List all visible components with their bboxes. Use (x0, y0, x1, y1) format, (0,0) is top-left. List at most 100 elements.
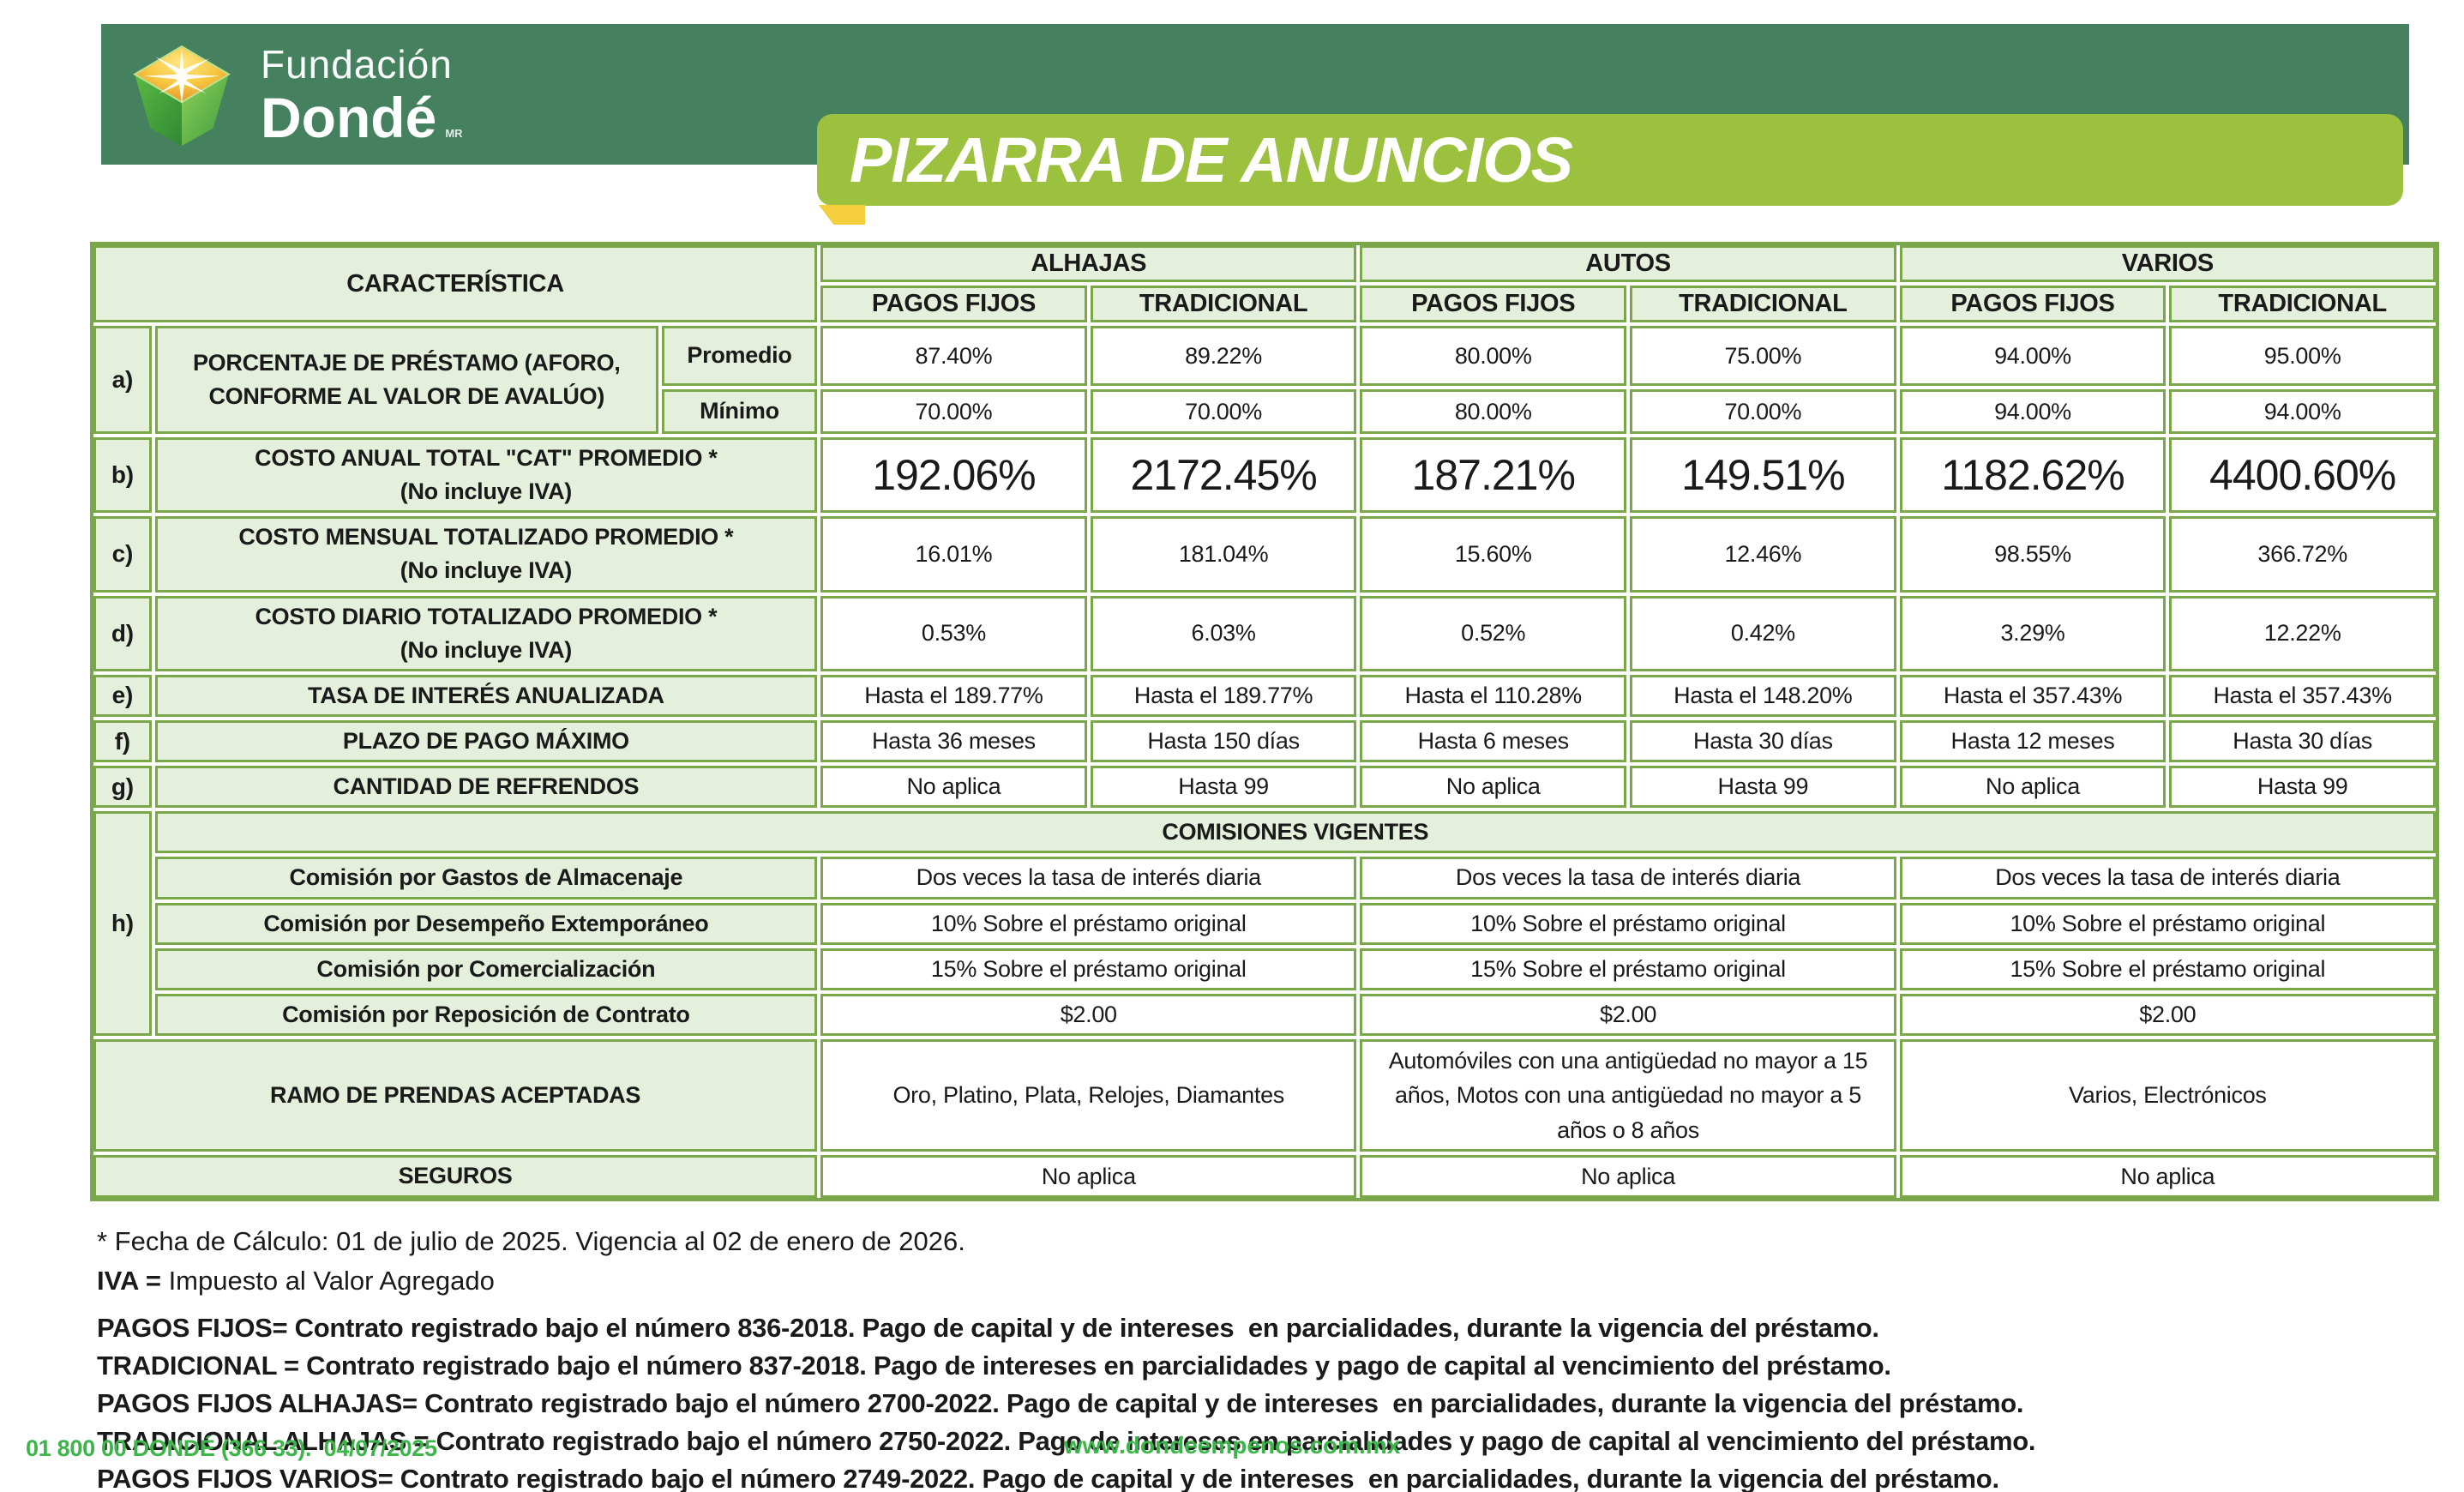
value-cell: 192.06% (820, 437, 1087, 514)
row-label-b: b) (93, 437, 152, 514)
row-label-a: a) (93, 326, 152, 434)
value-cell: No aplica (820, 1155, 1357, 1198)
value-cell: Hasta 99 (1630, 766, 1896, 809)
row-c-mensual: c) COSTO MENSUAL TOTALIZADO PROMEDIO * (… (93, 516, 2436, 593)
row-h-comisiones-header: h) COMISIONES VIGENTES (93, 811, 2436, 1036)
row-seguros: SEGUROS No aplica No aplica No aplica (93, 1155, 2436, 1198)
comision-almacenaje-label: Comisión por Gastos de Almacenaje (154, 857, 818, 899)
value-cell: $2.00 (1360, 993, 1896, 1036)
footnotes: * Fecha de Cálculo: 01 de julio de 2025.… (90, 1222, 2439, 1492)
value-cell: 10% Sobre el préstamo original (1899, 902, 2436, 945)
value-cell: 94.00% (1899, 326, 2167, 386)
title-banner: PIZARRA DE ANUNCIOS (817, 114, 2403, 206)
content-area: CARACTERÍSTICA ALHAJAS AUTOS VARIOS PAGO… (90, 242, 2439, 1492)
value-cell: Automóviles con una antigüedad no mayor … (1360, 1038, 1896, 1152)
comision-reposicion-label: Comisión por Reposición de Contrato (154, 993, 818, 1036)
header-group-alhajas: ALHAJAS (820, 245, 1357, 282)
value-cell: 4400.60% (2169, 437, 2436, 514)
value-cell: 0.52% (1360, 595, 1627, 671)
contract-notes: PAGOS FIJOS= Contrato registrado bajo el… (97, 1309, 2439, 1492)
value-cell: Hasta 30 días (1630, 719, 1896, 763)
value-cell: 15% Sobre el préstamo original (1899, 948, 2436, 990)
value-cell: 12.46% (1630, 516, 1896, 593)
value-cell: 0.42% (1630, 595, 1896, 671)
value-cell: No aplica (1899, 1155, 2436, 1198)
banner-fold-triangle (819, 205, 865, 225)
row-a-minimo-label: Mínimo (661, 389, 818, 434)
row-b-subtitle: (No incluye IVA) (400, 478, 573, 505)
row-label-g: g) (93, 766, 152, 809)
value-cell: 2172.45% (1090, 437, 1357, 514)
seguros-label: SEGUROS (93, 1155, 818, 1198)
fundacion-donde-logo: Fundación Dondé MR (127, 43, 463, 147)
logo-wordmark: Fundación Dondé MR (261, 45, 463, 146)
contract-note-pagos-fijos: PAGOS FIJOS= Contrato registrado bajo el… (97, 1312, 1879, 1343)
row-h-comercializacion: Comisión por Comercialización 15% Sobre … (93, 948, 2436, 990)
comision-desempeno-label: Comisión por Desempeño Extemporáneo (154, 902, 818, 945)
row-h-almacenaje: Comisión por Gastos de Almacenaje Dos ve… (93, 857, 2436, 899)
website-link[interactable]: www.dondeempenos.com.mx (1063, 1432, 1401, 1459)
value-cell: 94.00% (2169, 389, 2436, 434)
footnote-fecha-calculo: * Fecha de Cálculo: 01 de julio de 2025.… (97, 1225, 965, 1256)
row-a-promedio-label: Promedio (661, 326, 818, 386)
value-cell: $2.00 (1899, 993, 2436, 1036)
value-cell: 70.00% (1630, 389, 1896, 434)
rates-table-wrapper: CARACTERÍSTICA ALHAJAS AUTOS VARIOS PAGO… (90, 242, 2439, 1201)
donde-gem-icon (133, 45, 231, 146)
header-row-groups: CARACTERÍSTICA ALHAJAS AUTOS VARIOS (93, 245, 2436, 322)
value-cell: 149.51% (1630, 437, 1896, 514)
value-cell: 12.22% (2169, 595, 2436, 671)
value-cell: 80.00% (1360, 389, 1627, 434)
row-g-refrendos: g) CANTIDAD DE REFRENDOS No aplica Hasta… (93, 766, 2436, 809)
row-d-title: COSTO DIARIO TOTALIZADO PROMEDIO * (255, 603, 718, 629)
value-cell: 181.04% (1090, 516, 1357, 593)
row-h-reposicion: Comisión por Reposición de Contrato $2.0… (93, 993, 2436, 1036)
row-label-e: e) (93, 674, 152, 717)
row-label-d: d) (93, 595, 152, 671)
row-a-minimo: Mínimo 70.00% 70.00% 80.00% 70.00% 94.00… (93, 389, 2436, 434)
header-group-autos: AUTOS (1360, 245, 1896, 282)
value-cell: Dos veces la tasa de interés diaria (820, 857, 1357, 899)
value-cell: 70.00% (820, 389, 1087, 434)
subheader-varios-pagos-fijos: PAGOS FIJOS (1899, 286, 2167, 322)
value-cell: 80.00% (1360, 326, 1627, 386)
value-cell: Hasta el 189.77% (1090, 674, 1357, 717)
contract-note-pagos-fijos-varios: PAGOS FIJOS VARIOS= Contrato registrado … (97, 1463, 1999, 1492)
footnote-iva: IVA = Impuesto al Valor Agregado (97, 1261, 2439, 1301)
value-cell: 89.22% (1090, 326, 1357, 386)
subheader-alhajas-tradicional: TRADICIONAL (1090, 286, 1357, 322)
value-cell: 15.60% (1360, 516, 1627, 593)
logo-donde-text: Dondé (261, 86, 437, 149)
value-cell: 366.72% (2169, 516, 2436, 593)
value-cell: 70.00% (1090, 389, 1357, 434)
value-cell: Hasta 99 (2169, 766, 2436, 809)
header-caracteristica: CARACTERÍSTICA (93, 245, 818, 322)
value-cell: Hasta el 357.43% (2169, 674, 2436, 717)
value-cell: 187.21% (1360, 437, 1627, 514)
value-cell: Hasta 30 días (2169, 719, 2436, 763)
footnote-iva-definition: Impuesto al Valor Agregado (160, 1265, 495, 1296)
logo-line-fundacion: Fundación (261, 42, 453, 87)
row-f-plazo: f) PLAZO DE PAGO MÁXIMO Hasta 36 meses H… (93, 719, 2436, 763)
row-a-promedio: a) PORCENTAJE DE PRÉSTAMO (AFORO, CONFOR… (93, 326, 2436, 434)
value-cell: Oro, Platino, Plata, Relojes, Diamantes (820, 1038, 1357, 1152)
row-f-name: PLAZO DE PAGO MÁXIMO (154, 719, 818, 763)
value-cell: Varios, Electrónicos (1899, 1038, 2436, 1152)
trademark-mark: MR (445, 127, 463, 140)
row-c-name: COSTO MENSUAL TOTALIZADO PROMEDIO * (No … (154, 516, 818, 593)
value-cell: Hasta el 189.77% (820, 674, 1087, 717)
row-label-c: c) (93, 516, 152, 593)
value-cell: Hasta el 357.43% (1899, 674, 2167, 717)
row-label-h: h) (93, 811, 152, 1036)
value-cell: 6.03% (1090, 595, 1357, 671)
row-b-cat: b) COSTO ANUAL TOTAL "CAT" PROMEDIO * (N… (93, 437, 2436, 514)
row-h-desempeno: Comisión por Desempeño Extemporáneo 10% … (93, 902, 2436, 945)
row-g-name: CANTIDAD DE REFRENDOS (154, 766, 818, 809)
subheader-varios-tradicional: TRADICIONAL (2169, 286, 2436, 322)
value-cell: 98.55% (1899, 516, 2167, 593)
row-e-tasa: e) TASA DE INTERÉS ANUALIZADA Hasta el 1… (93, 674, 2436, 717)
contract-note-pagos-fijos-alhajas: PAGOS FIJOS ALHAJAS= Contrato registrado… (97, 1387, 2024, 1418)
row-b-title: COSTO ANUAL TOTAL "CAT" PROMEDIO * (255, 445, 718, 471)
header-group-varios: VARIOS (1899, 245, 2436, 282)
